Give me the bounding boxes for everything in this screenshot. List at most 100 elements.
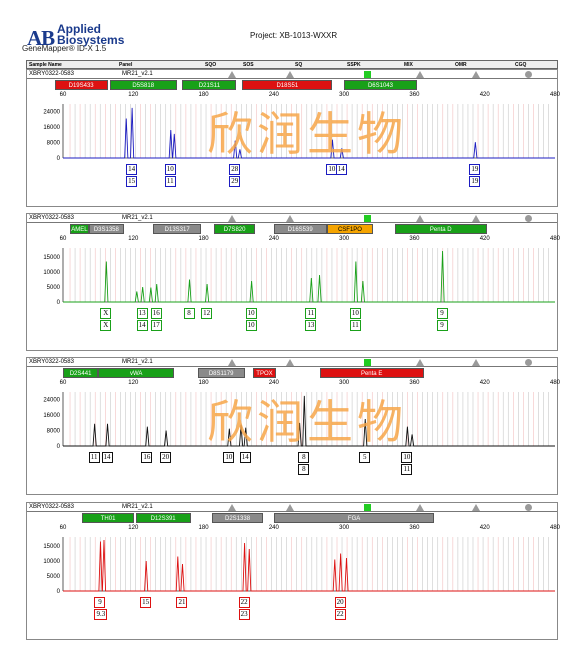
quality-triangle-icon [472,71,480,78]
marker-bin: CSF1PO [326,224,374,234]
size-ruler: 60 120 180 240 300 360 420 480 [27,524,560,534]
allele-call-label[interactable]: 20 [334,597,346,608]
quality-triangle-icon [286,504,294,511]
y-tick-label: 0 [57,589,61,595]
allele-call-label[interactable]: 10 [223,452,235,463]
marker-bin: TH01 [81,513,135,523]
allele-call-label[interactable]: 11 [164,176,176,187]
x-tick-label: 300 [339,380,350,386]
marker-bin: D2S441 [63,368,99,378]
peak-trace [63,107,555,159]
allele-call-label[interactable]: 10 [245,308,257,319]
allele-call-label[interactable]: 14 [101,452,113,463]
x-tick-label: 60 [59,380,67,386]
allele-call-label[interactable]: 16 [141,452,153,463]
allele-call-label[interactable]: 9.3 [94,609,108,620]
allele-call-label[interactable]: 5 [359,452,371,463]
allele-call-label[interactable]: 29 [229,176,241,187]
panel-name: MR21_v2.1 [122,215,153,221]
allele-call-label[interactable]: 22 [238,597,250,608]
x-tick-label: 300 [339,92,350,98]
peak-trace [63,395,555,447]
allele-call-label[interactable]: 21 [176,597,188,608]
x-tick-label: 60 [59,525,67,531]
quality-circle-icon [525,71,532,78]
allele-call-label[interactable]: 19 [469,176,481,187]
allele-call-label[interactable]: 13 [136,308,148,319]
allele-call-label[interactable]: 23 [238,609,250,620]
marker-bar: AMEL D3S1358 D13S317 D7S820 D16S539 CSF1PO Pen… [27,224,557,235]
col-sspk: SSPK [347,62,361,68]
quality-circle-icon [525,504,532,511]
x-tick-label: 360 [409,92,420,98]
allele-call-label[interactable]: 12 [201,308,213,319]
allele-call-label[interactable]: 10 [349,308,361,319]
allele-call-label[interactable]: 15 [140,597,152,608]
allele-call-label[interactable]: X [100,320,112,331]
x-tick-label: 420 [479,92,490,98]
allele-call-label[interactable]: 22 [334,609,346,620]
allele-call-label[interactable]: 16 [150,308,162,319]
allele-call-label[interactable]: 15 [126,176,138,187]
allele-call-label[interactable]: 10 [164,164,176,175]
quality-triangle-icon [416,359,424,366]
marker-bin: Penta D [394,224,488,234]
allele-call-label[interactable]: 11 [88,452,100,463]
electropherogram-panel: XBRY0322-0583 MR21_v2.1 TH01 D12S391 D2S1338… [26,502,560,640]
marker-bin: D21S11 [182,80,237,90]
allele-call-label[interactable]: 14 [335,164,347,175]
col-panel: Panel [119,62,133,68]
marker-bin: D19S433 [54,80,108,90]
allele-call-label[interactable]: 9 [436,320,448,331]
electropherogram-panel: XBRY0322-0583 MR21_v2.1 AMEL D3S1358 D13S317… [26,213,560,351]
allele-call-label[interactable]: 17 [150,320,162,331]
marker-bin: vWA [98,368,175,378]
allele-call-label[interactable]: 9 [94,597,106,608]
allele-call-label[interactable]: 13 [305,320,317,331]
allele-call-label[interactable]: 10 [245,320,257,331]
allele-call-label[interactable]: 11 [349,320,361,331]
marker-bar: D2S441 vWA D8S1179 TPOX Penta E [27,368,557,379]
company-name-line1: Applied [57,22,101,36]
allele-call-label[interactable]: 10 [401,452,413,463]
x-tick-label: 120 [128,525,139,531]
allele-call-label[interactable]: 14 [136,320,148,331]
x-tick-label: 60 [59,92,67,98]
y-tick-label: 16000 [43,125,60,131]
allele-call-label[interactable]: 19 [469,164,481,175]
y-tick-label: 24000 [43,110,60,116]
quality-pass-square-icon [364,359,371,366]
allele-call-label[interactable]: X [100,308,112,319]
quality-pass-square-icon [364,215,371,222]
y-tick-label: 15000 [43,255,60,261]
allele-call-label[interactable]: 14 [126,164,138,175]
marker-bin: D13S317 [153,224,202,234]
quality-triangle-icon [472,215,480,222]
marker-bin: TPOX [252,368,277,378]
panel-name: MR21_v2.1 [122,504,153,510]
quality-triangle-icon [286,71,294,78]
allele-call-label[interactable]: 28 [229,164,241,175]
allele-call-label[interactable]: 20 [160,452,172,463]
electropherogram-trace: 24000 16000 8000 0 [43,104,555,162]
y-tick-label: 5000 [47,285,61,291]
x-tick-label: 180 [198,380,209,386]
allele-call-label[interactable]: 8 [298,464,310,475]
allele-call-label[interactable]: 11 [305,308,317,319]
allele-call-label[interactable]: 8 [183,308,195,319]
x-tick-label: 480 [549,92,561,98]
applied-biosystems-logo: AB [27,26,55,50]
allele-call-label[interactable]: 11 [401,464,413,475]
x-tick-label: 240 [268,380,279,386]
x-tick-label: 120 [128,236,139,242]
x-tick-label: 480 [549,380,561,386]
quality-triangle-icon [472,504,480,511]
quality-triangle-icon [416,215,424,222]
allele-call-label[interactable]: 14 [239,452,251,463]
quality-triangle-icon [416,504,424,511]
electropherogram-trace: 24000 16000 8000 0 [43,392,555,450]
allele-call-label[interactable]: 9 [436,308,448,319]
quality-pass-square-icon [364,504,371,511]
y-tick-label: 0 [57,300,61,306]
allele-call-label[interactable]: 8 [298,452,310,463]
